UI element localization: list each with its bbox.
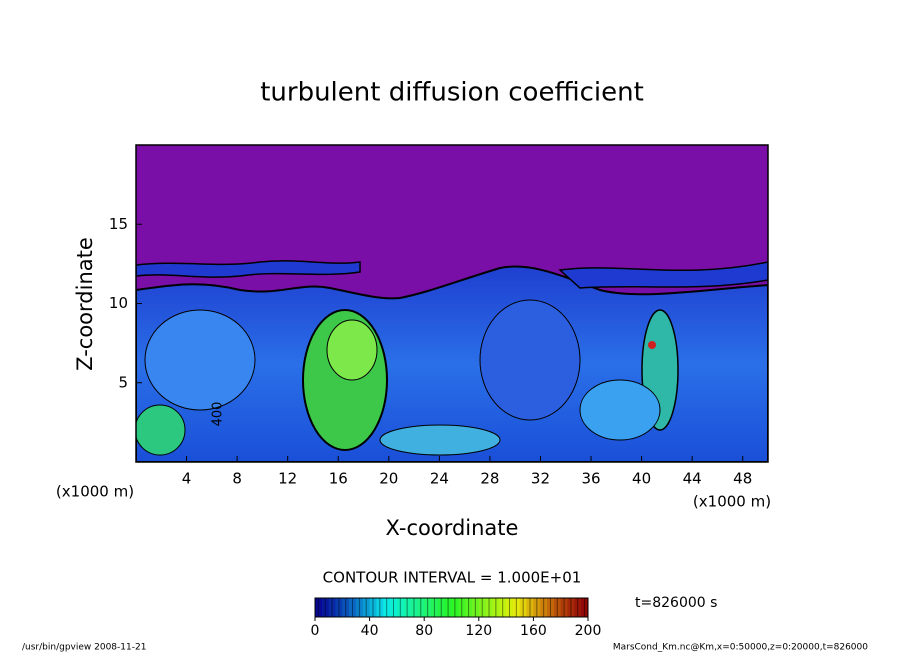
eddy — [136, 404, 186, 456]
colorbar-step — [465, 598, 473, 617]
colorbar-step — [553, 598, 562, 617]
x-tick-label: 36 — [581, 470, 600, 488]
colorbar-step — [315, 598, 323, 617]
eddy — [479, 299, 581, 421]
colorbar-step — [581, 598, 589, 617]
contour-label: 400 — [211, 402, 226, 427]
colorbar-step — [431, 598, 439, 617]
x-tick-label: 8 — [232, 470, 242, 488]
colorbar-tick-label: 200 — [575, 623, 602, 639]
x-tick-label: 28 — [480, 470, 499, 488]
footer-left: /usr/bin/gpview 2008-11-21 — [22, 643, 146, 653]
colorbar-step — [349, 598, 357, 617]
colorbar-step — [424, 598, 432, 617]
eddy — [579, 379, 661, 441]
colorbar-tick-label: 80 — [415, 623, 433, 639]
x-tick-label: 40 — [632, 470, 651, 488]
x-tick-label: 48 — [733, 470, 752, 488]
colorbar-step — [519, 598, 528, 617]
colorbar-step — [355, 598, 364, 617]
contour-field: 400 — [136, 145, 768, 462]
colorbar-step — [444, 598, 452, 617]
colorbar-frame — [314, 597, 589, 618]
y-unit-label: (x1000 m) — [693, 493, 771, 511]
colorbar-step — [437, 598, 446, 617]
colorbar-step — [451, 598, 459, 617]
x-tick-label: 16 — [329, 470, 348, 488]
colorbar-step — [383, 598, 391, 617]
y-tick-label: 5 — [118, 373, 128, 391]
colorbar-tick-label: 40 — [361, 623, 379, 639]
contour-interval: CONTOUR INTERVAL = 1.000E+01 — [323, 569, 582, 587]
colorbar-step — [362, 598, 371, 617]
colorbar-step — [506, 598, 514, 617]
x-tick-label: 12 — [278, 470, 297, 488]
colorbar-tick-label: 120 — [465, 623, 492, 639]
colorbar-step — [574, 598, 582, 617]
upper-filament — [136, 260, 361, 278]
x-tick-label: 24 — [430, 470, 449, 488]
eddy — [379, 424, 501, 456]
colorbar-step — [410, 598, 418, 617]
colorbar-step — [458, 598, 466, 617]
colorbar-step — [328, 598, 336, 617]
eddy — [144, 309, 256, 411]
colorbar-step — [560, 598, 569, 617]
y-tick-label: 15 — [109, 215, 128, 233]
footer-right: MarsCond_Km.nc@Km,x=0:50000,z=0:20000,t=… — [613, 643, 868, 653]
colorbar-step — [471, 598, 480, 617]
colorbar-step — [499, 598, 507, 617]
colorbar-step — [342, 598, 350, 617]
colorbar-step — [335, 598, 343, 617]
colorbar-step — [533, 598, 541, 617]
x-unit-label: (x1000 m) — [56, 483, 134, 501]
colorbar-step — [376, 598, 384, 617]
colorbar-tick-label: 0 — [311, 623, 320, 639]
colorbar-step — [567, 598, 575, 617]
chart-title: turbulent diffusion coefficient — [260, 78, 644, 108]
colorbar-step — [526, 598, 534, 617]
colorbar-step — [478, 598, 487, 617]
x-tick-label: 4 — [182, 470, 192, 488]
high-region — [326, 319, 378, 381]
colorbar-step — [540, 598, 548, 617]
y-tick-label: 10 — [109, 294, 128, 312]
colorbar-step — [390, 598, 398, 617]
colorbar-step — [369, 598, 377, 617]
colorbar-tick-label: 160 — [520, 623, 547, 639]
colorbar-step — [403, 598, 412, 617]
colorbar — [315, 598, 589, 617]
peak — [648, 341, 656, 349]
x-axis-title: X-coordinate — [386, 516, 519, 540]
colorbar-step — [321, 598, 330, 617]
x-tick-label: 32 — [531, 470, 550, 488]
colorbar-step — [512, 598, 521, 617]
colorbar-step — [417, 598, 425, 617]
x-tick-label: 20 — [379, 470, 398, 488]
colorbar-step — [492, 598, 500, 617]
colorbar-step — [485, 598, 493, 617]
x-tick-label: 44 — [683, 470, 702, 488]
upper-filament — [558, 261, 768, 289]
y-axis-title: Z-coordinate — [73, 237, 97, 371]
colorbar-step — [396, 598, 405, 617]
time-label: t=826000 s — [635, 595, 717, 611]
colorbar-step — [547, 598, 555, 617]
